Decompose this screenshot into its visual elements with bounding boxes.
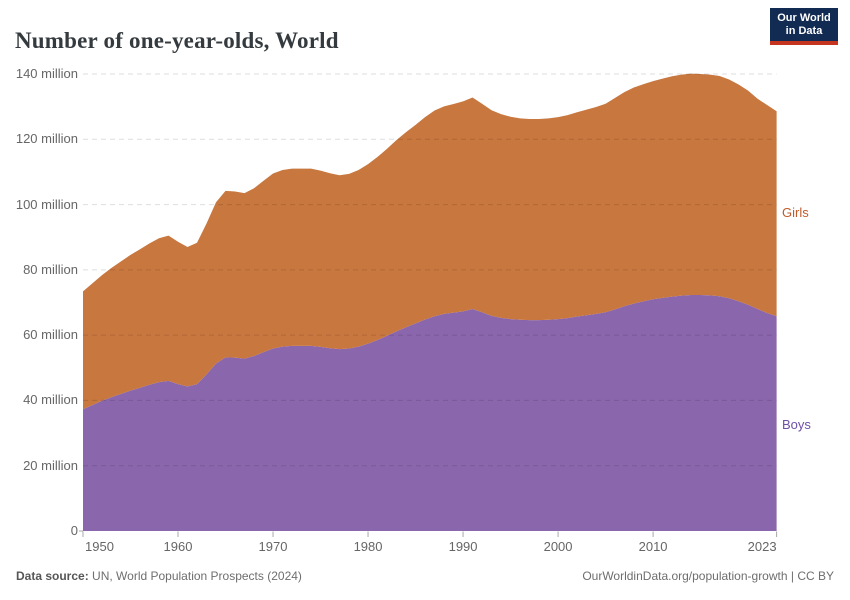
y-axis-label: 120 million — [15, 131, 78, 147]
owid-logo[interactable]: Our World in Data — [770, 8, 838, 45]
y-axis-label: 60 million — [23, 327, 78, 343]
x-axis-label: 1980 — [353, 539, 383, 554]
owid-logo-line2: in Data — [785, 24, 823, 37]
owid-url-link[interactable]: OurWorldinData.org/population-growth | C… — [582, 569, 834, 583]
x-axis-label: 1950 — [85, 539, 114, 554]
y-axis-label: 20 million — [23, 457, 78, 473]
data-source-text: UN, World Population Prospects (2024) — [88, 569, 302, 583]
x-axis-label: 2000 — [543, 539, 573, 554]
x-axis-label: 1960 — [163, 539, 193, 554]
y-axis-label: 0 — [70, 523, 78, 538]
data-source-note: Data source: UN, World Population Prospe… — [16, 569, 302, 583]
page-title: Number of one-year-olds, World — [15, 28, 339, 54]
x-axis-label: 2023 — [747, 539, 777, 554]
x-axis-label: 2010 — [638, 539, 668, 554]
series-label-boys: Boys — [782, 417, 811, 432]
data-source-label: Data source: — [16, 569, 89, 583]
owid-logo-line1: Our World — [777, 11, 831, 24]
y-axis-label: 140 million — [15, 66, 78, 81]
chart-footer: Data source: UN, World Population Prospe… — [16, 569, 834, 583]
y-axis-label: 100 million — [15, 196, 78, 212]
x-axis-label: 1990 — [448, 539, 478, 554]
girls-area — [83, 73, 777, 410]
y-axis-label: 80 million — [23, 261, 78, 277]
boys-area — [83, 294, 777, 531]
owid-logo-red-bar — [770, 41, 838, 45]
series-label-girls: Girls — [782, 205, 809, 220]
x-axis-label: 1970 — [258, 539, 288, 554]
owid-logo-box: Our World in Data — [770, 8, 838, 41]
y-axis-label: 40 million — [23, 392, 78, 408]
